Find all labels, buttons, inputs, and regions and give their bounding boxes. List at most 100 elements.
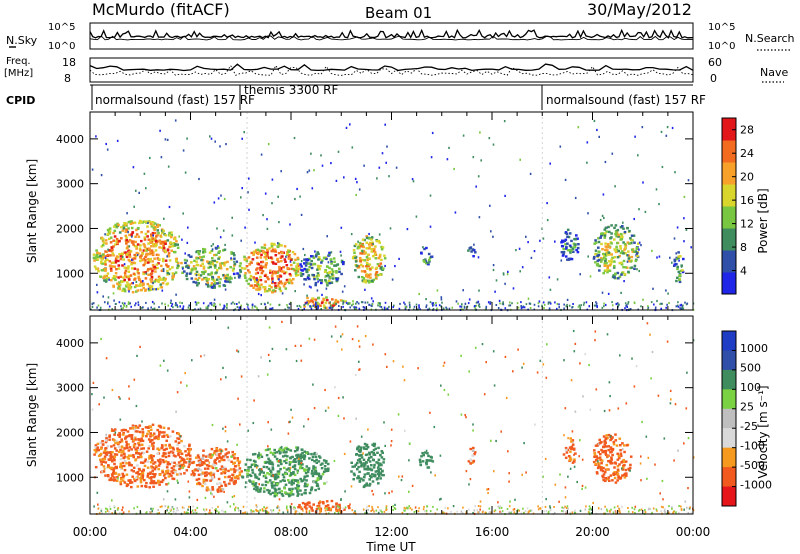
echo-cell: [325, 281, 329, 285]
echo-cell: [144, 271, 148, 274]
echo-cell: [166, 469, 170, 473]
echo-cell: [270, 428, 273, 431]
echo-cell: [314, 250, 316, 253]
echo-cell: [124, 274, 127, 277]
echo-cell: [103, 276, 106, 279]
echo-cell: [341, 290, 344, 293]
echo-cell: [365, 256, 369, 259]
echo-cell: [658, 203, 660, 206]
echo-cell: [342, 507, 344, 510]
echo-cell: [272, 262, 275, 265]
echo-cell: [161, 231, 164, 235]
echo-cell: [229, 280, 232, 284]
echo-cell: [161, 242, 164, 245]
echo-cell: [377, 304, 379, 307]
echo-cell: [161, 445, 164, 448]
echo-cell: [133, 378, 136, 381]
echo-cell: [305, 509, 308, 512]
echo-cell: [92, 256, 96, 259]
echo-cell: [262, 490, 266, 493]
echo-cell: [122, 258, 125, 261]
echo-cell: [363, 164, 365, 167]
echo-cell: [603, 236, 607, 239]
echo-cell: [149, 511, 152, 514]
echo-cell: [308, 509, 311, 512]
echo-cell: [151, 438, 154, 442]
echo-cell: [603, 440, 606, 443]
echo-cell: [272, 509, 275, 512]
echo-cell: [108, 237, 111, 241]
echo-cell: [219, 277, 222, 281]
echo-cell: [102, 295, 104, 298]
echo-cell: [512, 287, 515, 290]
echo-cell: [521, 266, 524, 269]
echo-cell: [443, 388, 446, 392]
echo-cell: [604, 269, 608, 272]
echo-cell: [278, 460, 280, 463]
echo-cell: [125, 473, 129, 476]
echo-cell: [102, 451, 106, 454]
echo-cell: [303, 304, 305, 307]
echo-cell: [332, 304, 335, 307]
echo-cell: [132, 444, 136, 447]
echo-cell: [205, 471, 208, 474]
echo-cell: [468, 298, 471, 301]
echo-cell: [132, 446, 136, 449]
echo-cell: [183, 258, 187, 262]
power-panel-frame: [89, 111, 694, 311]
echo-cell: [159, 460, 162, 464]
echo-cell: [213, 253, 216, 257]
echo-cell: [103, 457, 107, 461]
echo-cell: [150, 271, 154, 275]
echo-cell: [373, 510, 375, 513]
echo-cell: [281, 455, 285, 458]
y-tick-label: 2000: [56, 222, 84, 235]
echo-cell: [118, 396, 120, 399]
echo-cell: [143, 460, 147, 463]
echo-cell: [196, 506, 199, 509]
echo-cell: [564, 496, 567, 499]
echo-cell: [599, 441, 602, 444]
echo-cell: [171, 266, 174, 269]
echo-cell: [601, 474, 604, 478]
echo-cell: [122, 224, 125, 227]
echo-cell: [300, 460, 303, 463]
echo-cell: [318, 268, 321, 271]
echo-cell: [429, 225, 432, 228]
echo-cell: [562, 510, 565, 513]
echo-cell: [365, 247, 369, 250]
echo-cell: [213, 459, 216, 463]
echo-cell: [610, 258, 613, 261]
echo-cell: [107, 464, 110, 467]
echo-cell: [273, 243, 276, 246]
echo-cell: [153, 225, 157, 229]
echo-cell: [177, 437, 181, 441]
echo-cell: [194, 277, 198, 281]
echo-cell: [132, 478, 136, 481]
echo-cell: [138, 448, 141, 451]
echo-cell: [96, 306, 98, 309]
echo-cell: [204, 459, 207, 462]
echo-cell: [286, 447, 289, 451]
echo-cell: [424, 451, 427, 454]
noise-search-trace: [89, 35, 694, 41]
echo-cell: [128, 510, 130, 513]
echo-cell: [201, 262, 204, 265]
echo-cell: [625, 402, 628, 405]
echo-cell: [238, 467, 242, 470]
echo-cell: [311, 469, 314, 473]
echo-cell: [285, 507, 288, 510]
echo-cell: [364, 453, 368, 457]
echo-cell: [224, 453, 227, 456]
echo-cell: [134, 235, 137, 238]
echo-cell: [686, 302, 689, 305]
echo-cell: [154, 237, 157, 241]
echo-cell: [121, 252, 124, 255]
echo-cell: [202, 265, 206, 268]
echo-cell: [258, 468, 262, 471]
echo-cell: [196, 498, 199, 501]
echo-cell: [433, 425, 436, 429]
echo-cell: [129, 302, 131, 305]
echo-cell: [669, 389, 672, 392]
echo-cell: [130, 436, 133, 439]
